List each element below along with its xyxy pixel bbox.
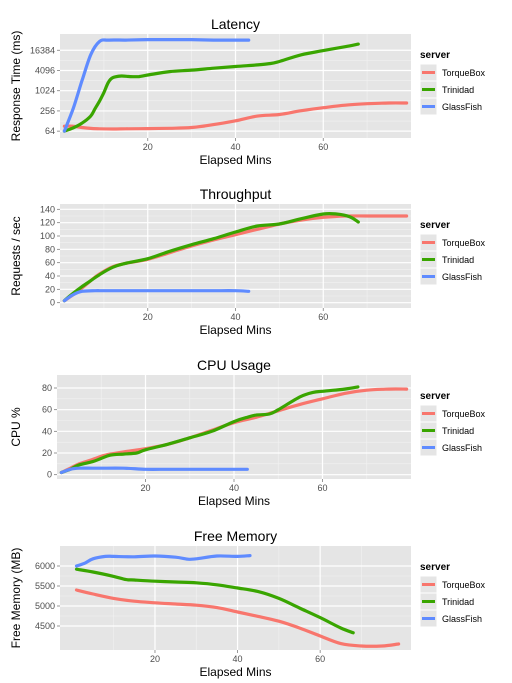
y-tick-label: 0 — [50, 298, 55, 308]
y-tick-label: 64 — [45, 126, 55, 136]
legend-label: Trinidad — [442, 597, 474, 607]
legend-title: server — [420, 562, 450, 573]
legend-label: GlassFish — [442, 443, 482, 453]
legend: server TorqueBox Trinidad GlassFish — [419, 391, 486, 457]
x-tick-label: 40 — [229, 483, 239, 493]
chart-memory: 20 40 60 4500 5000 5500 6000 Free Memory Elapsed… — [9, 528, 486, 679]
y-tick-label: 20 — [42, 448, 52, 458]
chart-latency: 20 40 60 64 256 1024 4096 16384 Latency Elapsed M… — [9, 16, 486, 167]
chart-throughput: 20 40 60 0 20 40 60 80 100 120 140 Throughput Elapse… — [9, 186, 486, 337]
y-tick-label: 4500 — [35, 621, 55, 631]
y-tick-label: 20 — [45, 284, 55, 294]
legend: server TorqueBox Trinidad GlassFish — [419, 220, 486, 286]
series-line-trinidad — [62, 211, 360, 303]
x-tick-label: 20 — [143, 142, 153, 152]
legend-label: TorqueBox — [442, 409, 486, 419]
y-axis-label: Requests / sec — [9, 216, 23, 295]
y-tick-label: 60 — [45, 258, 55, 268]
series-line-torquebox — [74, 588, 401, 648]
y-tick-label: 80 — [42, 383, 52, 393]
x-tick-label: 60 — [315, 654, 325, 664]
x-axis-label: Elapsed Mins — [198, 494, 270, 508]
y-tick-label: 5000 — [35, 601, 55, 611]
series-line-trinidad — [62, 42, 360, 133]
y-tick-label: 4096 — [35, 65, 55, 75]
x-tick-label: 20 — [140, 483, 150, 493]
series-line-glassfish — [62, 37, 251, 133]
x-tick-label: 20 — [143, 312, 153, 322]
legend-label: TorqueBox — [442, 580, 486, 590]
x-tick-label: 60 — [317, 483, 327, 493]
x-tick-label: 40 — [233, 654, 243, 664]
x-tick-label: 40 — [230, 312, 240, 322]
y-axis-label: CPU % — [9, 407, 23, 447]
x-axis-label: Elapsed Mins — [199, 323, 271, 337]
legend: server TorqueBox Trinidad GlassFish — [419, 562, 486, 628]
series-line-trinidad — [74, 567, 355, 635]
y-tick-label: 140 — [40, 204, 55, 214]
y-tick-label: 1024 — [35, 86, 55, 96]
x-axis-label: Elapsed Mins — [199, 153, 271, 167]
legend-title: server — [420, 391, 450, 402]
legend-label: GlassFish — [442, 614, 482, 624]
series-line-glassfish — [59, 466, 249, 475]
legend-label: TorqueBox — [442, 68, 486, 78]
y-tick-label: 80 — [45, 244, 55, 254]
legend-title: server — [420, 50, 450, 61]
legend-label: Trinidad — [442, 85, 474, 95]
y-tick-label: 40 — [42, 426, 52, 436]
y-tick-label: 100 — [40, 231, 55, 241]
series-line-glassfish — [62, 289, 251, 303]
series-line-trinidad — [59, 385, 360, 475]
x-tick-label: 40 — [230, 142, 240, 152]
legend-label: TorqueBox — [442, 238, 486, 248]
y-tick-label: 40 — [45, 271, 55, 281]
legend: server TorqueBox Trinidad GlassFish — [419, 50, 486, 116]
y-tick-label: 6000 — [35, 561, 55, 571]
chart-title: Latency — [211, 16, 260, 32]
chart-cpu: 20 40 60 0 20 40 60 80 CPU Usage Elapsed Mins CPU … — [9, 357, 486, 508]
y-tick-label: 256 — [40, 106, 55, 116]
y-tick-label: 120 — [40, 218, 55, 228]
y-axis-label: Response Time (ms) — [9, 31, 23, 142]
x-tick-label: 60 — [318, 142, 328, 152]
legend-label: Trinidad — [442, 255, 474, 265]
series-line-torquebox — [62, 101, 409, 131]
chart-title: Free Memory — [194, 528, 277, 544]
legend-label: GlassFish — [442, 102, 482, 112]
chart-title: Throughput — [200, 186, 272, 202]
legend-label: GlassFish — [442, 272, 482, 282]
legend-title: server — [420, 220, 450, 231]
x-tick-label: 20 — [150, 654, 160, 664]
x-tick-label: 60 — [318, 312, 328, 322]
y-tick-label: 16384 — [30, 45, 55, 55]
chart-title: CPU Usage — [197, 357, 271, 373]
y-tick-label: 60 — [42, 405, 52, 415]
y-tick-label: 5500 — [35, 581, 55, 591]
x-axis-label: Elapsed Mins — [199, 665, 271, 679]
y-tick-label: 0 — [47, 470, 52, 480]
y-axis-label: Free Memory (MB) — [9, 548, 23, 649]
legend-label: Trinidad — [442, 426, 474, 436]
series-line-glassfish — [74, 554, 252, 568]
